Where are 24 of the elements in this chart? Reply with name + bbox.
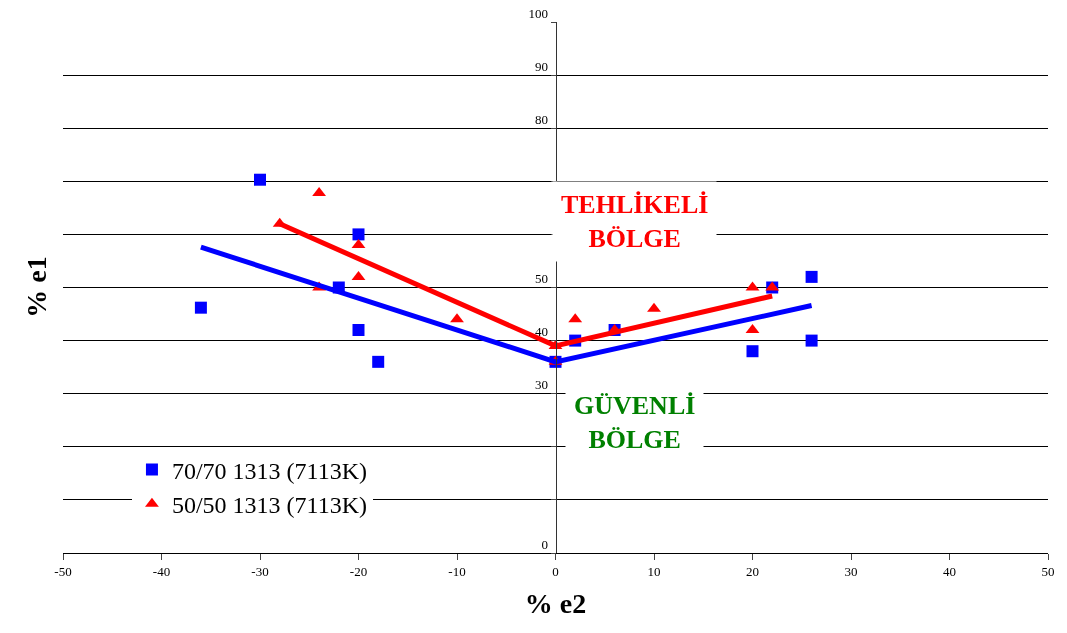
- legend-label: 70/70 1313 (7113K): [171, 457, 368, 484]
- x-tick-label: 20: [746, 563, 759, 579]
- x-tick-label: 40: [943, 563, 956, 579]
- annotation: GÜVENLİ BÖLGE: [574, 391, 696, 454]
- y-tick-label: 90: [534, 58, 548, 74]
- x-tick-label: 30: [844, 563, 858, 579]
- x-tick-label: 50: [1041, 563, 1055, 579]
- legend-label: 50/50 1313 (7113K): [171, 492, 368, 519]
- x-tick-label: -10: [448, 563, 466, 579]
- y-tick-label: 30: [534, 377, 548, 393]
- annotation: TEHLİKELİ BÖLGE: [561, 190, 709, 253]
- y-tick-label: 40: [534, 324, 548, 340]
- y-tick-label: 80: [534, 111, 548, 127]
- y-tick-label: 0: [541, 536, 548, 552]
- x-tick-label: 0: [552, 563, 559, 579]
- x-tick-label: 10: [647, 563, 661, 579]
- x-tick-label: -40: [152, 563, 171, 579]
- x-axis-title: % e2: [524, 587, 587, 619]
- y-axis-title: % e1: [20, 256, 52, 318]
- x-tick-label: -20: [349, 563, 368, 579]
- y-tick-label: 100: [528, 5, 548, 21]
- y-tick-label: 50: [534, 271, 548, 287]
- x-tick-label: -50: [54, 563, 72, 579]
- x-tick-label: -30: [251, 563, 269, 579]
